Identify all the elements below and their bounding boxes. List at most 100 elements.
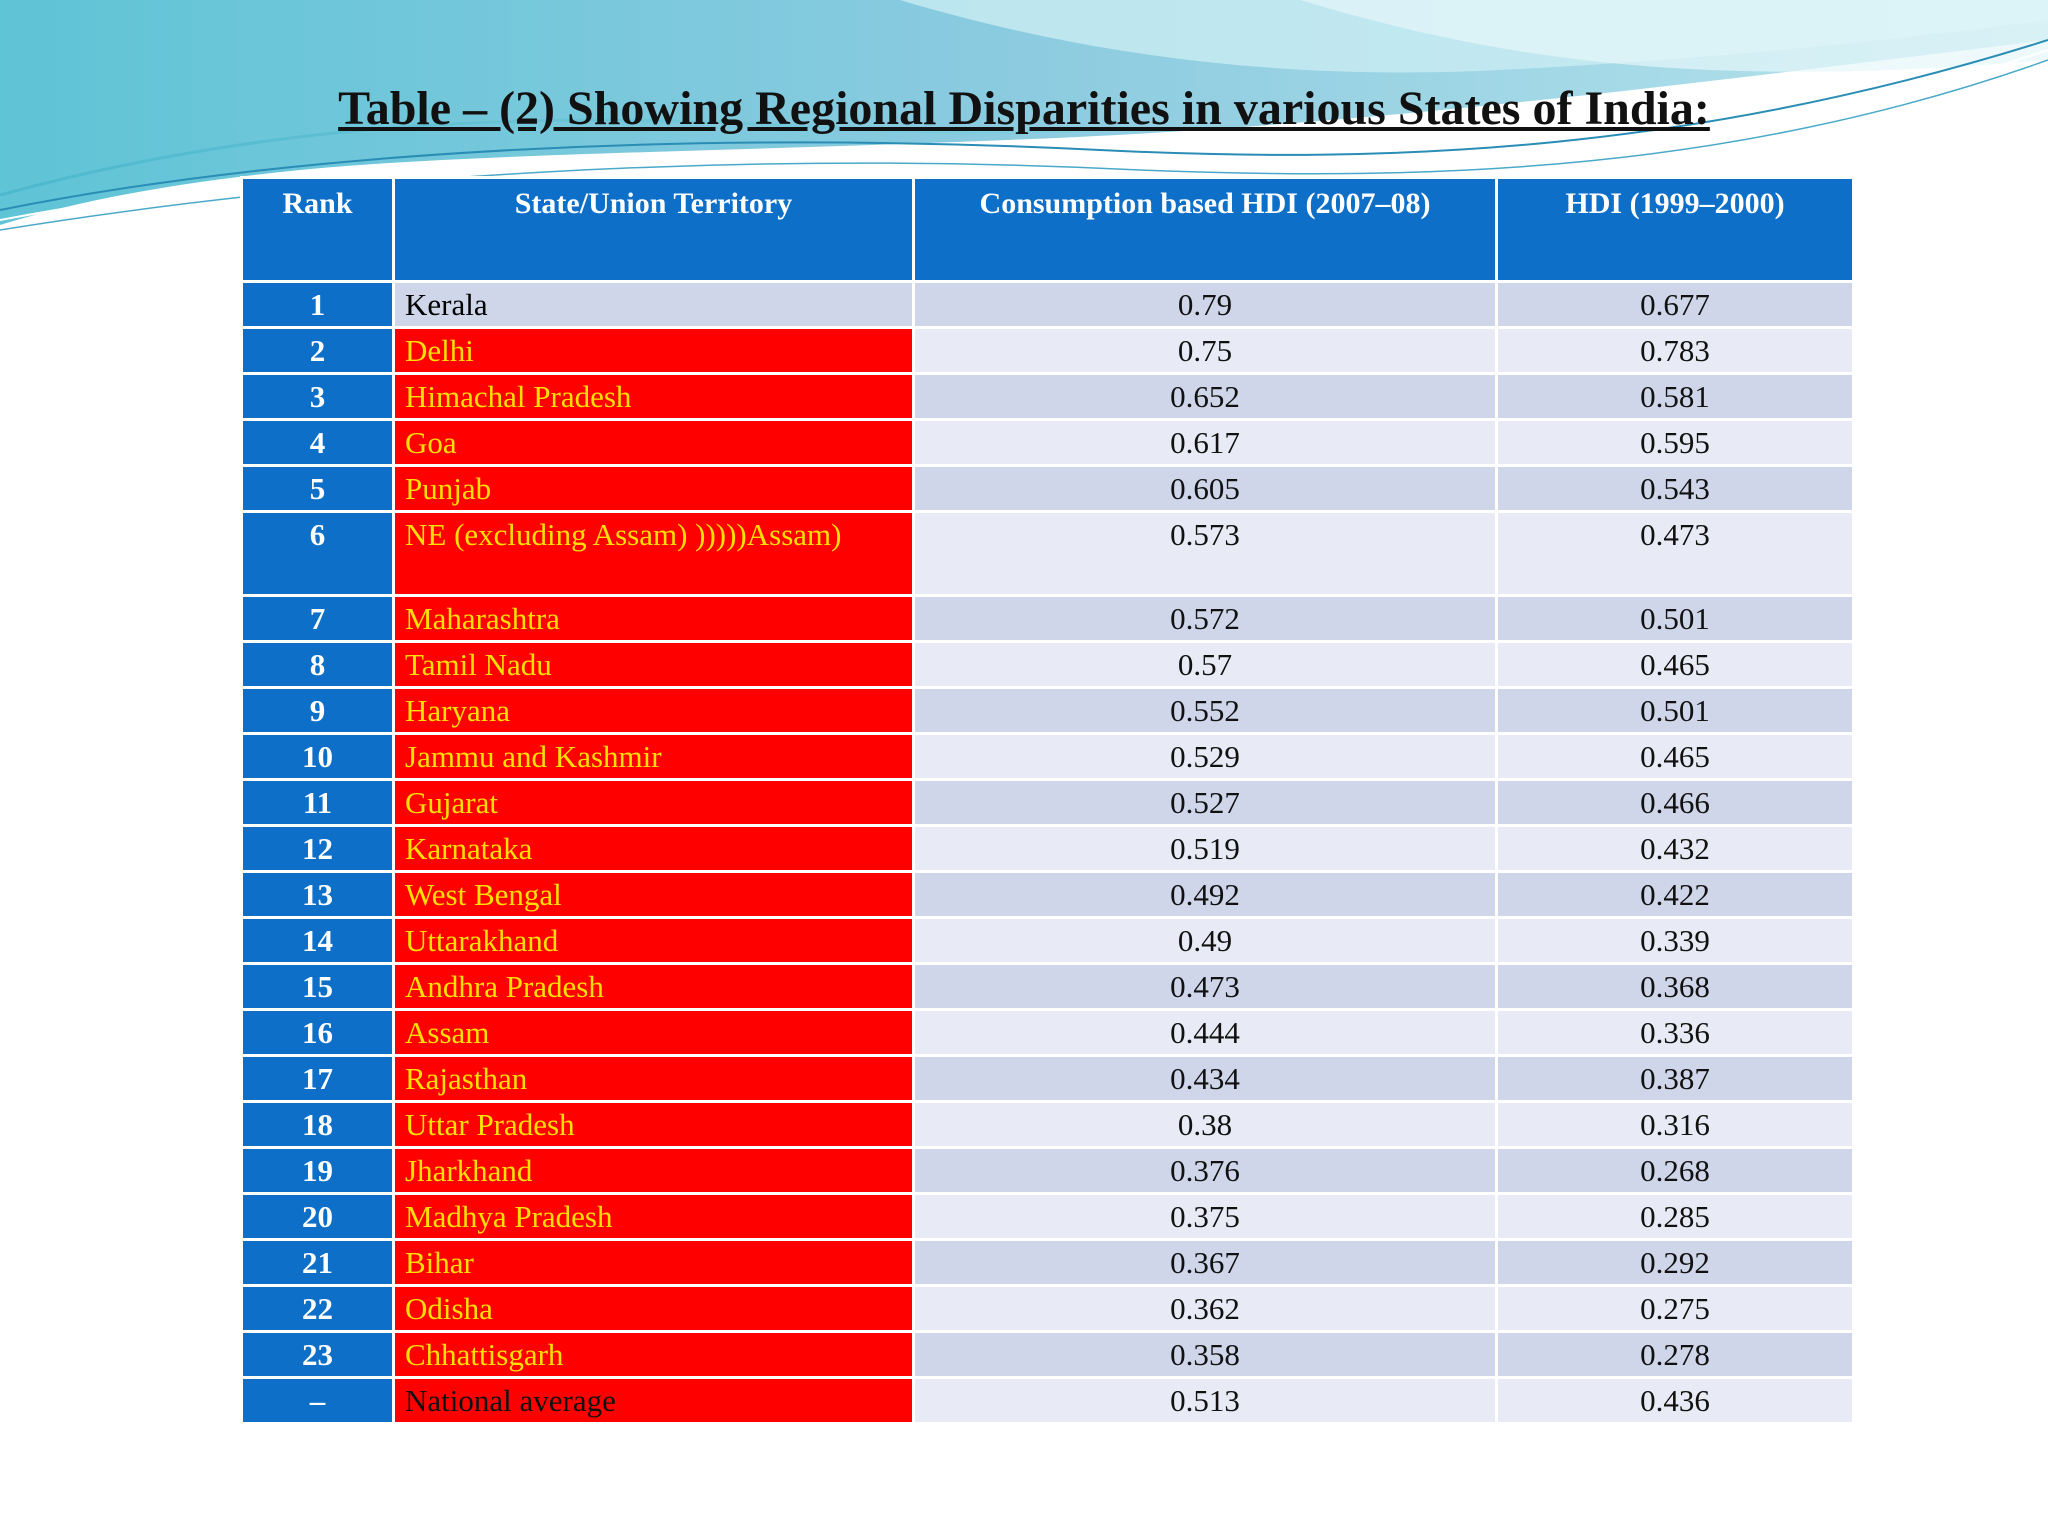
page-title: Table – (2) Showing Regional Disparities…	[338, 82, 1710, 135]
table-row: 23 Chhattisgarh 0.358 0.278	[240, 1330, 1855, 1379]
hdi-cell: 0.473	[1495, 510, 1855, 597]
consumption-hdi-cell: 0.434	[912, 1054, 1498, 1103]
table-row: 10 Jammu and Kashmir 0.529 0.465	[240, 732, 1855, 781]
state-cell: Goa	[392, 418, 915, 467]
consumption-hdi-cell: 0.652	[912, 372, 1498, 421]
hdi-cell: 0.432	[1495, 824, 1855, 873]
rank-cell: 1	[240, 280, 395, 329]
rank-cell: 4	[240, 418, 395, 467]
header-state: State/Union Territory	[392, 176, 915, 283]
consumption-hdi-cell: 0.38	[912, 1100, 1498, 1149]
rank-cell: 8	[240, 640, 395, 689]
consumption-hdi-cell: 0.529	[912, 732, 1498, 781]
rank-cell: 6	[240, 510, 395, 597]
table-row: 17 Rajasthan 0.434 0.387	[240, 1054, 1855, 1103]
state-cell: Uttar Pradesh	[392, 1100, 915, 1149]
state-cell: Gujarat	[392, 778, 915, 827]
consumption-hdi-cell: 0.605	[912, 464, 1498, 513]
consumption-hdi-cell: 0.362	[912, 1284, 1498, 1333]
consumption-hdi-cell: 0.444	[912, 1008, 1498, 1057]
consumption-hdi-cell: 0.573	[912, 510, 1498, 597]
consumption-hdi-cell: 0.552	[912, 686, 1498, 735]
hdi-cell: 0.465	[1495, 732, 1855, 781]
rank-cell: 15	[240, 962, 395, 1011]
consumption-hdi-cell: 0.367	[912, 1238, 1498, 1287]
consumption-hdi-cell: 0.513	[912, 1376, 1498, 1425]
table-row: 14 Uttarakhand 0.49 0.339	[240, 916, 1855, 965]
table-row: 8 Tamil Nadu 0.57 0.465	[240, 640, 1855, 689]
state-cell: Punjab	[392, 464, 915, 513]
rank-cell: 23	[240, 1330, 395, 1379]
rank-cell: 22	[240, 1284, 395, 1333]
state-cell: Maharashtra	[392, 594, 915, 643]
consumption-hdi-cell: 0.358	[912, 1330, 1498, 1379]
state-cell: West Bengal	[392, 870, 915, 919]
state-cell: Tamil Nadu	[392, 640, 915, 689]
consumption-hdi-cell: 0.617	[912, 418, 1498, 467]
state-cell: Madhya Pradesh	[392, 1192, 915, 1241]
table-row: 6 NE (excluding Assam) )))))Assam) 0.573…	[240, 510, 1855, 597]
table-row: 11 Gujarat 0.527 0.466	[240, 778, 1855, 827]
hdi-cell: 0.595	[1495, 418, 1855, 467]
hdi-cell: 0.581	[1495, 372, 1855, 421]
table-row: 15 Andhra Pradesh 0.473 0.368	[240, 962, 1855, 1011]
rank-cell: 12	[240, 824, 395, 873]
state-cell: Himachal Pradesh	[392, 372, 915, 421]
consumption-hdi-cell: 0.375	[912, 1192, 1498, 1241]
state-cell: Haryana	[392, 686, 915, 735]
table-row: 9 Haryana 0.552 0.501	[240, 686, 1855, 735]
consumption-hdi-cell: 0.473	[912, 962, 1498, 1011]
hdi-cell: 0.436	[1495, 1376, 1855, 1425]
table-row: 7 Maharashtra 0.572 0.501	[240, 594, 1855, 643]
consumption-hdi-cell: 0.75	[912, 326, 1498, 375]
rank-cell: 21	[240, 1238, 395, 1287]
hdi-cell: 0.387	[1495, 1054, 1855, 1103]
table-row: 2 Delhi 0.75 0.783	[240, 326, 1855, 375]
rank-cell: 19	[240, 1146, 395, 1195]
table-row: 22 Odisha 0.362 0.275	[240, 1284, 1855, 1333]
state-cell: Delhi	[392, 326, 915, 375]
state-cell: Jammu and Kashmir	[392, 732, 915, 781]
state-cell: Uttarakhand	[392, 916, 915, 965]
state-cell: Rajasthan	[392, 1054, 915, 1103]
rank-cell: 13	[240, 870, 395, 919]
consumption-hdi-cell: 0.57	[912, 640, 1498, 689]
hdi-cell: 0.278	[1495, 1330, 1855, 1379]
rank-cell: 17	[240, 1054, 395, 1103]
rank-cell: 18	[240, 1100, 395, 1149]
hdi-cell: 0.783	[1495, 326, 1855, 375]
table-row: 5 Punjab 0.605 0.543	[240, 464, 1855, 513]
consumption-hdi-cell: 0.79	[912, 280, 1498, 329]
state-cell: Bihar	[392, 1238, 915, 1287]
hdi-cell: 0.501	[1495, 686, 1855, 735]
consumption-hdi-cell: 0.376	[912, 1146, 1498, 1195]
hdi-cell: 0.285	[1495, 1192, 1855, 1241]
rank-cell: 7	[240, 594, 395, 643]
hdi-cell: 0.316	[1495, 1100, 1855, 1149]
state-cell: Assam	[392, 1008, 915, 1057]
hdi-cell: 0.368	[1495, 962, 1855, 1011]
rank-cell: 20	[240, 1192, 395, 1241]
consumption-hdi-cell: 0.49	[912, 916, 1498, 965]
rank-cell: 10	[240, 732, 395, 781]
hdi-cell: 0.465	[1495, 640, 1855, 689]
state-cell: Kerala	[392, 280, 915, 329]
header-rank: Rank	[240, 176, 395, 283]
table-row: 13 West Bengal 0.492 0.422	[240, 870, 1855, 919]
rank-cell: –	[240, 1376, 395, 1425]
table-row: 1 Kerala 0.79 0.677	[240, 280, 1855, 329]
rank-cell: 3	[240, 372, 395, 421]
table-row: 20 Madhya Pradesh 0.375 0.285	[240, 1192, 1855, 1241]
hdi-cell: 0.275	[1495, 1284, 1855, 1333]
rank-cell: 16	[240, 1008, 395, 1057]
hdi-cell: 0.543	[1495, 464, 1855, 513]
hdi-cell: 0.466	[1495, 778, 1855, 827]
rank-cell: 14	[240, 916, 395, 965]
table-row: 3 Himachal Pradesh 0.652 0.581	[240, 372, 1855, 421]
hdi-table: Rank State/Union Territory Consumption b…	[240, 176, 1855, 1425]
state-cell: National average	[392, 1376, 915, 1425]
consumption-hdi-cell: 0.519	[912, 824, 1498, 873]
hdi-cell: 0.292	[1495, 1238, 1855, 1287]
state-cell: Jharkhand	[392, 1146, 915, 1195]
state-cell: Andhra Pradesh	[392, 962, 915, 1011]
